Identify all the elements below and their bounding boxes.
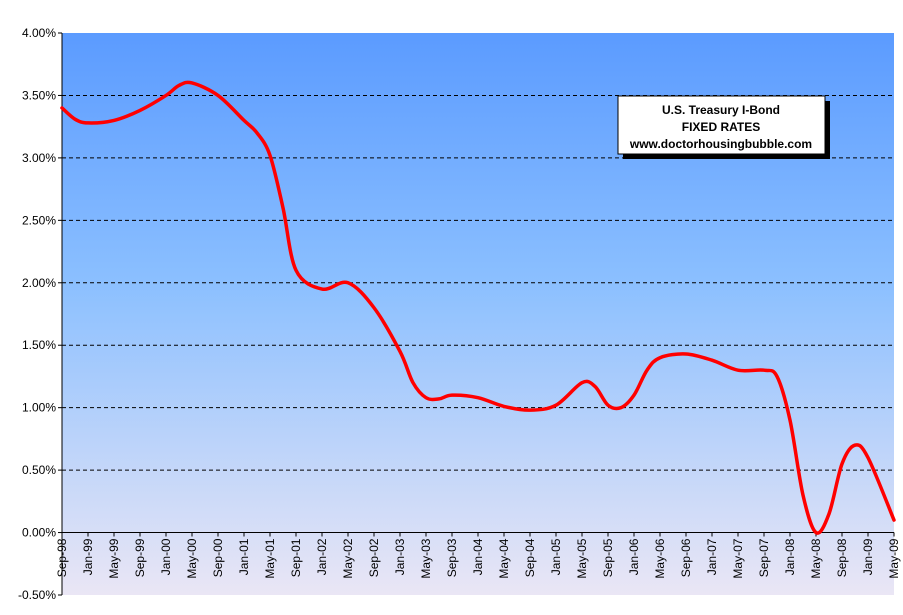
y-tick-label: -0.50% — [18, 588, 56, 602]
x-tick-label: Sep-01 — [289, 538, 303, 577]
annotation-line-2: FIXED RATES — [682, 120, 760, 134]
x-tick-label: Jan-00 — [159, 538, 173, 575]
x-tick-label: Sep-98 — [55, 538, 69, 577]
x-tick-label: Sep-99 — [133, 538, 147, 577]
y-tick-label: 3.50% — [22, 88, 56, 102]
x-tick-label: May-01 — [263, 538, 277, 578]
x-tick-label: Sep-05 — [601, 538, 615, 577]
x-tick-label: Jan-09 — [861, 538, 875, 575]
x-tick-label: Sep-03 — [445, 538, 459, 577]
x-tick-label: May-08 — [809, 538, 823, 578]
x-tick-label: Sep-07 — [757, 538, 771, 577]
x-tick-label: May-04 — [497, 538, 511, 578]
x-tick-label: Sep-04 — [523, 538, 537, 577]
annotation-line-3: www.doctorhousingbubble.com — [629, 137, 812, 151]
x-tick-label: Jan-02 — [315, 538, 329, 575]
x-tick-label: Jan-01 — [237, 538, 251, 575]
y-tick-label: 4.00% — [22, 26, 56, 40]
x-tick-label: May-07 — [731, 538, 745, 578]
x-tick-label: Jan-03 — [393, 538, 407, 575]
x-tick-label: Jan-07 — [705, 538, 719, 575]
x-tick-label: Jan-04 — [471, 538, 485, 575]
y-tick-label: 3.00% — [22, 151, 56, 165]
y-tick-label: 2.50% — [22, 213, 56, 227]
y-tick-label: 1.00% — [22, 401, 56, 415]
x-tick-label: May-99 — [107, 538, 121, 578]
x-axis-ticks: Sep-98 Jan-99 May-99 Sep-99 Jan-00 May-00 Sep-… — [55, 532, 901, 579]
x-tick-label: May-03 — [419, 538, 433, 578]
x-tick-label: Sep-00 — [211, 538, 225, 577]
x-tick-label: May-05 — [575, 538, 589, 578]
x-tick-label: Jan-05 — [549, 538, 563, 575]
x-tick-label: May-09 — [887, 538, 901, 578]
y-axis-ticks: 4.00% 3.50% 3.00% 2.50% 2.00% 1.50% 1.00% 0.50%… — [18, 26, 62, 602]
x-tick-label: Sep-02 — [367, 538, 381, 577]
x-tick-label: May-06 — [653, 538, 667, 578]
y-tick-label: 1.50% — [22, 338, 56, 352]
x-tick-label: Sep-06 — [679, 538, 693, 577]
annotation-box: U.S. Treasury I-Bond FIXED RATES www.doc… — [617, 95, 830, 159]
x-tick-label: Jan-08 — [783, 538, 797, 575]
y-tick-label: 2.00% — [22, 276, 56, 290]
x-tick-label: Jan-99 — [81, 538, 95, 575]
x-tick-label: May-02 — [341, 538, 355, 578]
x-tick-label: May-00 — [185, 538, 199, 578]
x-tick-label: Sep-08 — [835, 538, 849, 577]
series-line — [60, 80, 896, 535]
x-tick-label: Jan-06 — [627, 538, 641, 575]
y-tick-label: 0.00% — [22, 526, 56, 540]
annotation-line-1: U.S. Treasury I-Bond — [662, 103, 780, 117]
y-tick-label: 0.50% — [22, 463, 56, 477]
